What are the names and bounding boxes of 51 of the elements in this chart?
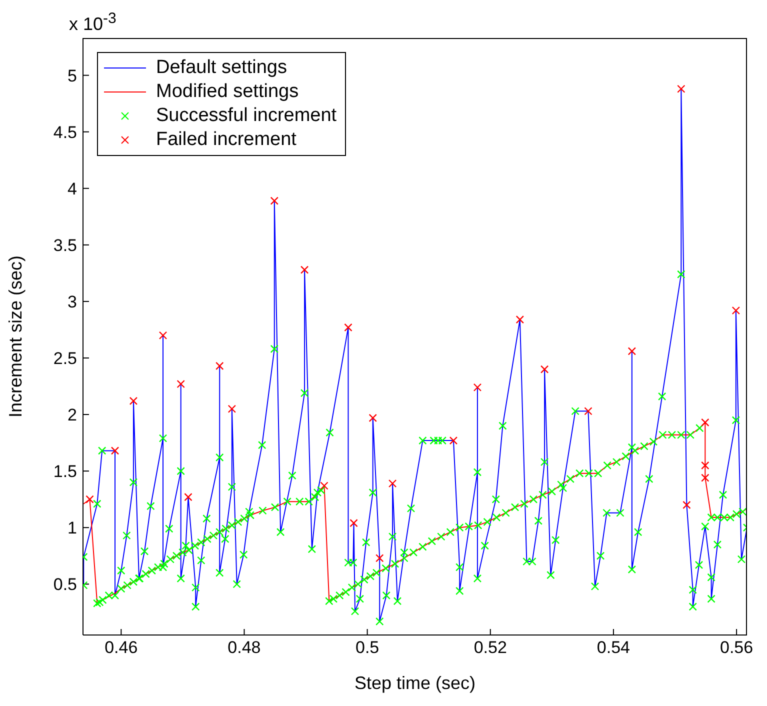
point xyxy=(449,436,458,445)
legend-label: Default settings xyxy=(156,56,287,80)
point xyxy=(270,196,278,205)
point xyxy=(388,479,397,488)
point xyxy=(320,482,328,490)
y-tick-label: 4.5 xyxy=(53,122,77,142)
y-axis-title: Increment size (sec) xyxy=(5,255,26,418)
point xyxy=(540,365,549,374)
y-tick-label: 1.5 xyxy=(53,462,77,482)
point xyxy=(300,266,309,274)
y-tick-label: 0.5 xyxy=(53,575,77,594)
point xyxy=(129,396,138,406)
point xyxy=(701,461,710,470)
point xyxy=(628,347,636,356)
point xyxy=(376,554,384,562)
point xyxy=(584,407,592,416)
point xyxy=(701,474,710,482)
x-tick-label: 0.5 xyxy=(355,638,380,658)
y-tick-label: 2 xyxy=(68,406,77,425)
y-tick-label: 3.5 xyxy=(53,236,77,255)
legend-label: Successful increment xyxy=(156,104,337,128)
point xyxy=(350,518,358,528)
legend-label: Failed increment xyxy=(156,128,296,152)
x-tick-label: 0.48 xyxy=(228,638,261,658)
y-tick-label: 3 xyxy=(68,292,77,312)
point xyxy=(344,323,352,332)
y-tick-label: 5 xyxy=(68,66,77,86)
text: x 10$^{-3}$ xyxy=(69,10,116,35)
x-tick-label: 0.56 xyxy=(720,638,754,658)
y-tick-label: 4 xyxy=(68,179,77,198)
point xyxy=(701,418,710,427)
point xyxy=(176,380,185,388)
x-tick-label: 0.52 xyxy=(474,638,507,658)
point xyxy=(682,500,691,510)
point xyxy=(228,404,236,413)
point xyxy=(516,315,524,324)
x-tick-label: 0.46 xyxy=(104,638,138,658)
line-series xyxy=(83,422,747,604)
point xyxy=(473,383,482,392)
legend-label: Modified settings xyxy=(156,80,299,104)
x-axis-title: Step time (sec) xyxy=(354,673,476,693)
point xyxy=(677,84,686,93)
y-tick-label: 2.5 xyxy=(53,349,77,368)
point xyxy=(158,331,168,340)
y-tick-label: 1 xyxy=(68,518,77,538)
point xyxy=(368,414,377,422)
point xyxy=(216,362,224,370)
point xyxy=(732,306,740,315)
x-tick-label: 0.54 xyxy=(596,638,630,658)
point xyxy=(110,446,120,455)
point xyxy=(184,492,192,502)
